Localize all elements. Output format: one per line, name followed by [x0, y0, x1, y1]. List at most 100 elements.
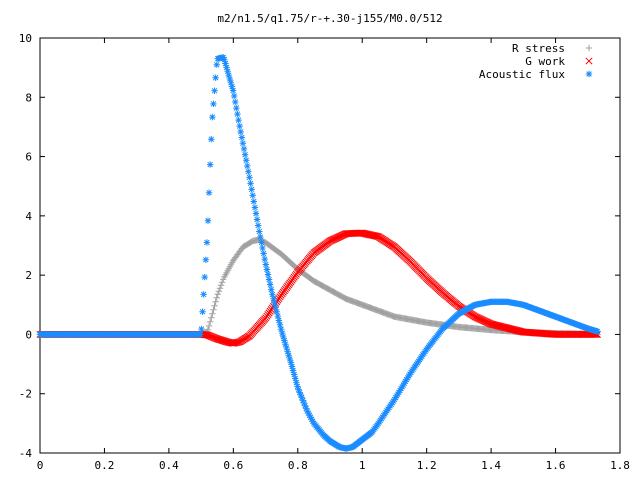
legend-marker [585, 70, 593, 78]
data-point [284, 348, 291, 355]
data-point [403, 376, 410, 383]
x-tick-label: 1.4 [481, 459, 501, 472]
data-point [221, 56, 228, 63]
data-point [276, 321, 284, 329]
data-point [265, 276, 273, 283]
data-point [206, 161, 214, 168]
data-point [215, 288, 223, 295]
data-point [309, 418, 316, 425]
data-point [262, 261, 270, 268]
data-point [268, 286, 275, 293]
data-point [201, 273, 208, 281]
data-point [273, 308, 280, 315]
data-point [205, 322, 213, 330]
data-point [294, 383, 301, 390]
y-tick-label: 2 [25, 269, 32, 282]
data-point [295, 386, 302, 393]
data-point [211, 87, 218, 95]
data-point [278, 329, 286, 337]
data-point [256, 228, 263, 235]
data-point [288, 363, 296, 370]
data-point [239, 140, 247, 147]
data-point [259, 244, 266, 252]
data-point [271, 299, 278, 307]
data-point [227, 79, 235, 86]
legend-label: Acoustic flux [479, 68, 565, 81]
data-point [248, 186, 255, 193]
data-point [242, 157, 250, 164]
x-tick-label: 0.4 [159, 459, 179, 472]
data-point [257, 233, 264, 241]
data-point [212, 74, 219, 81]
data-point [260, 250, 267, 257]
data-point [261, 255, 268, 263]
data-point [211, 302, 218, 309]
data-point [200, 291, 207, 298]
data-point [203, 239, 211, 246]
data-point [391, 396, 398, 403]
data-point [283, 344, 290, 352]
data-point [249, 192, 256, 199]
data-point [205, 189, 213, 196]
data-point [246, 174, 253, 181]
data-point [212, 298, 219, 305]
y-tick-label: -4 [19, 447, 33, 460]
data-point [223, 64, 230, 71]
data-point [282, 341, 289, 348]
data-point [209, 310, 216, 317]
data-point [237, 128, 244, 136]
data-point [213, 294, 220, 301]
data-point [297, 391, 304, 399]
data-point [287, 359, 295, 366]
data-point [245, 168, 252, 175]
data-point [206, 318, 214, 326]
data-point [401, 380, 408, 387]
data-point [298, 394, 306, 401]
data-point [251, 204, 259, 211]
data-point [234, 110, 241, 118]
y-tick-label: 8 [25, 91, 32, 104]
data-point [395, 389, 403, 396]
data-point [270, 295, 277, 302]
data-point [232, 98, 239, 106]
data-point [230, 92, 238, 100]
data-point [253, 216, 261, 223]
data-point [397, 385, 405, 392]
data-point [208, 136, 215, 143]
data-point [208, 314, 215, 321]
data-point [228, 83, 236, 90]
data-point [224, 68, 231, 75]
data-point [222, 60, 229, 67]
data-point [217, 282, 225, 289]
chart-title: m2/n1.5/q1.75/r-+.30-j155/M0.0/512 [217, 12, 442, 25]
data-point [405, 372, 412, 380]
data-point [274, 312, 282, 320]
y-tick-label: 6 [25, 151, 32, 164]
data-point [400, 381, 407, 389]
data-point [254, 222, 262, 229]
series-acoustic-flux [36, 54, 601, 452]
data-point [269, 291, 276, 298]
data-point [394, 390, 402, 398]
y-tick-label: 0 [25, 328, 32, 341]
data-point [214, 291, 222, 298]
data-point [252, 210, 260, 217]
data-point [244, 162, 251, 170]
data-point [293, 379, 300, 386]
data-point [216, 285, 224, 292]
data-point [233, 104, 240, 112]
data-point [218, 279, 226, 286]
data-point [280, 333, 287, 341]
data-point [281, 337, 288, 344]
series-layer [36, 54, 601, 452]
data-point [240, 145, 248, 153]
data-point [304, 407, 311, 415]
data-point [210, 100, 217, 108]
x-tick-label: 1 [359, 459, 366, 472]
y-tick-label: 4 [25, 210, 32, 223]
legend-marker [585, 57, 593, 65]
plot-frame [39, 37, 621, 454]
legend-label: R stress [512, 42, 565, 55]
data-point [300, 399, 308, 407]
